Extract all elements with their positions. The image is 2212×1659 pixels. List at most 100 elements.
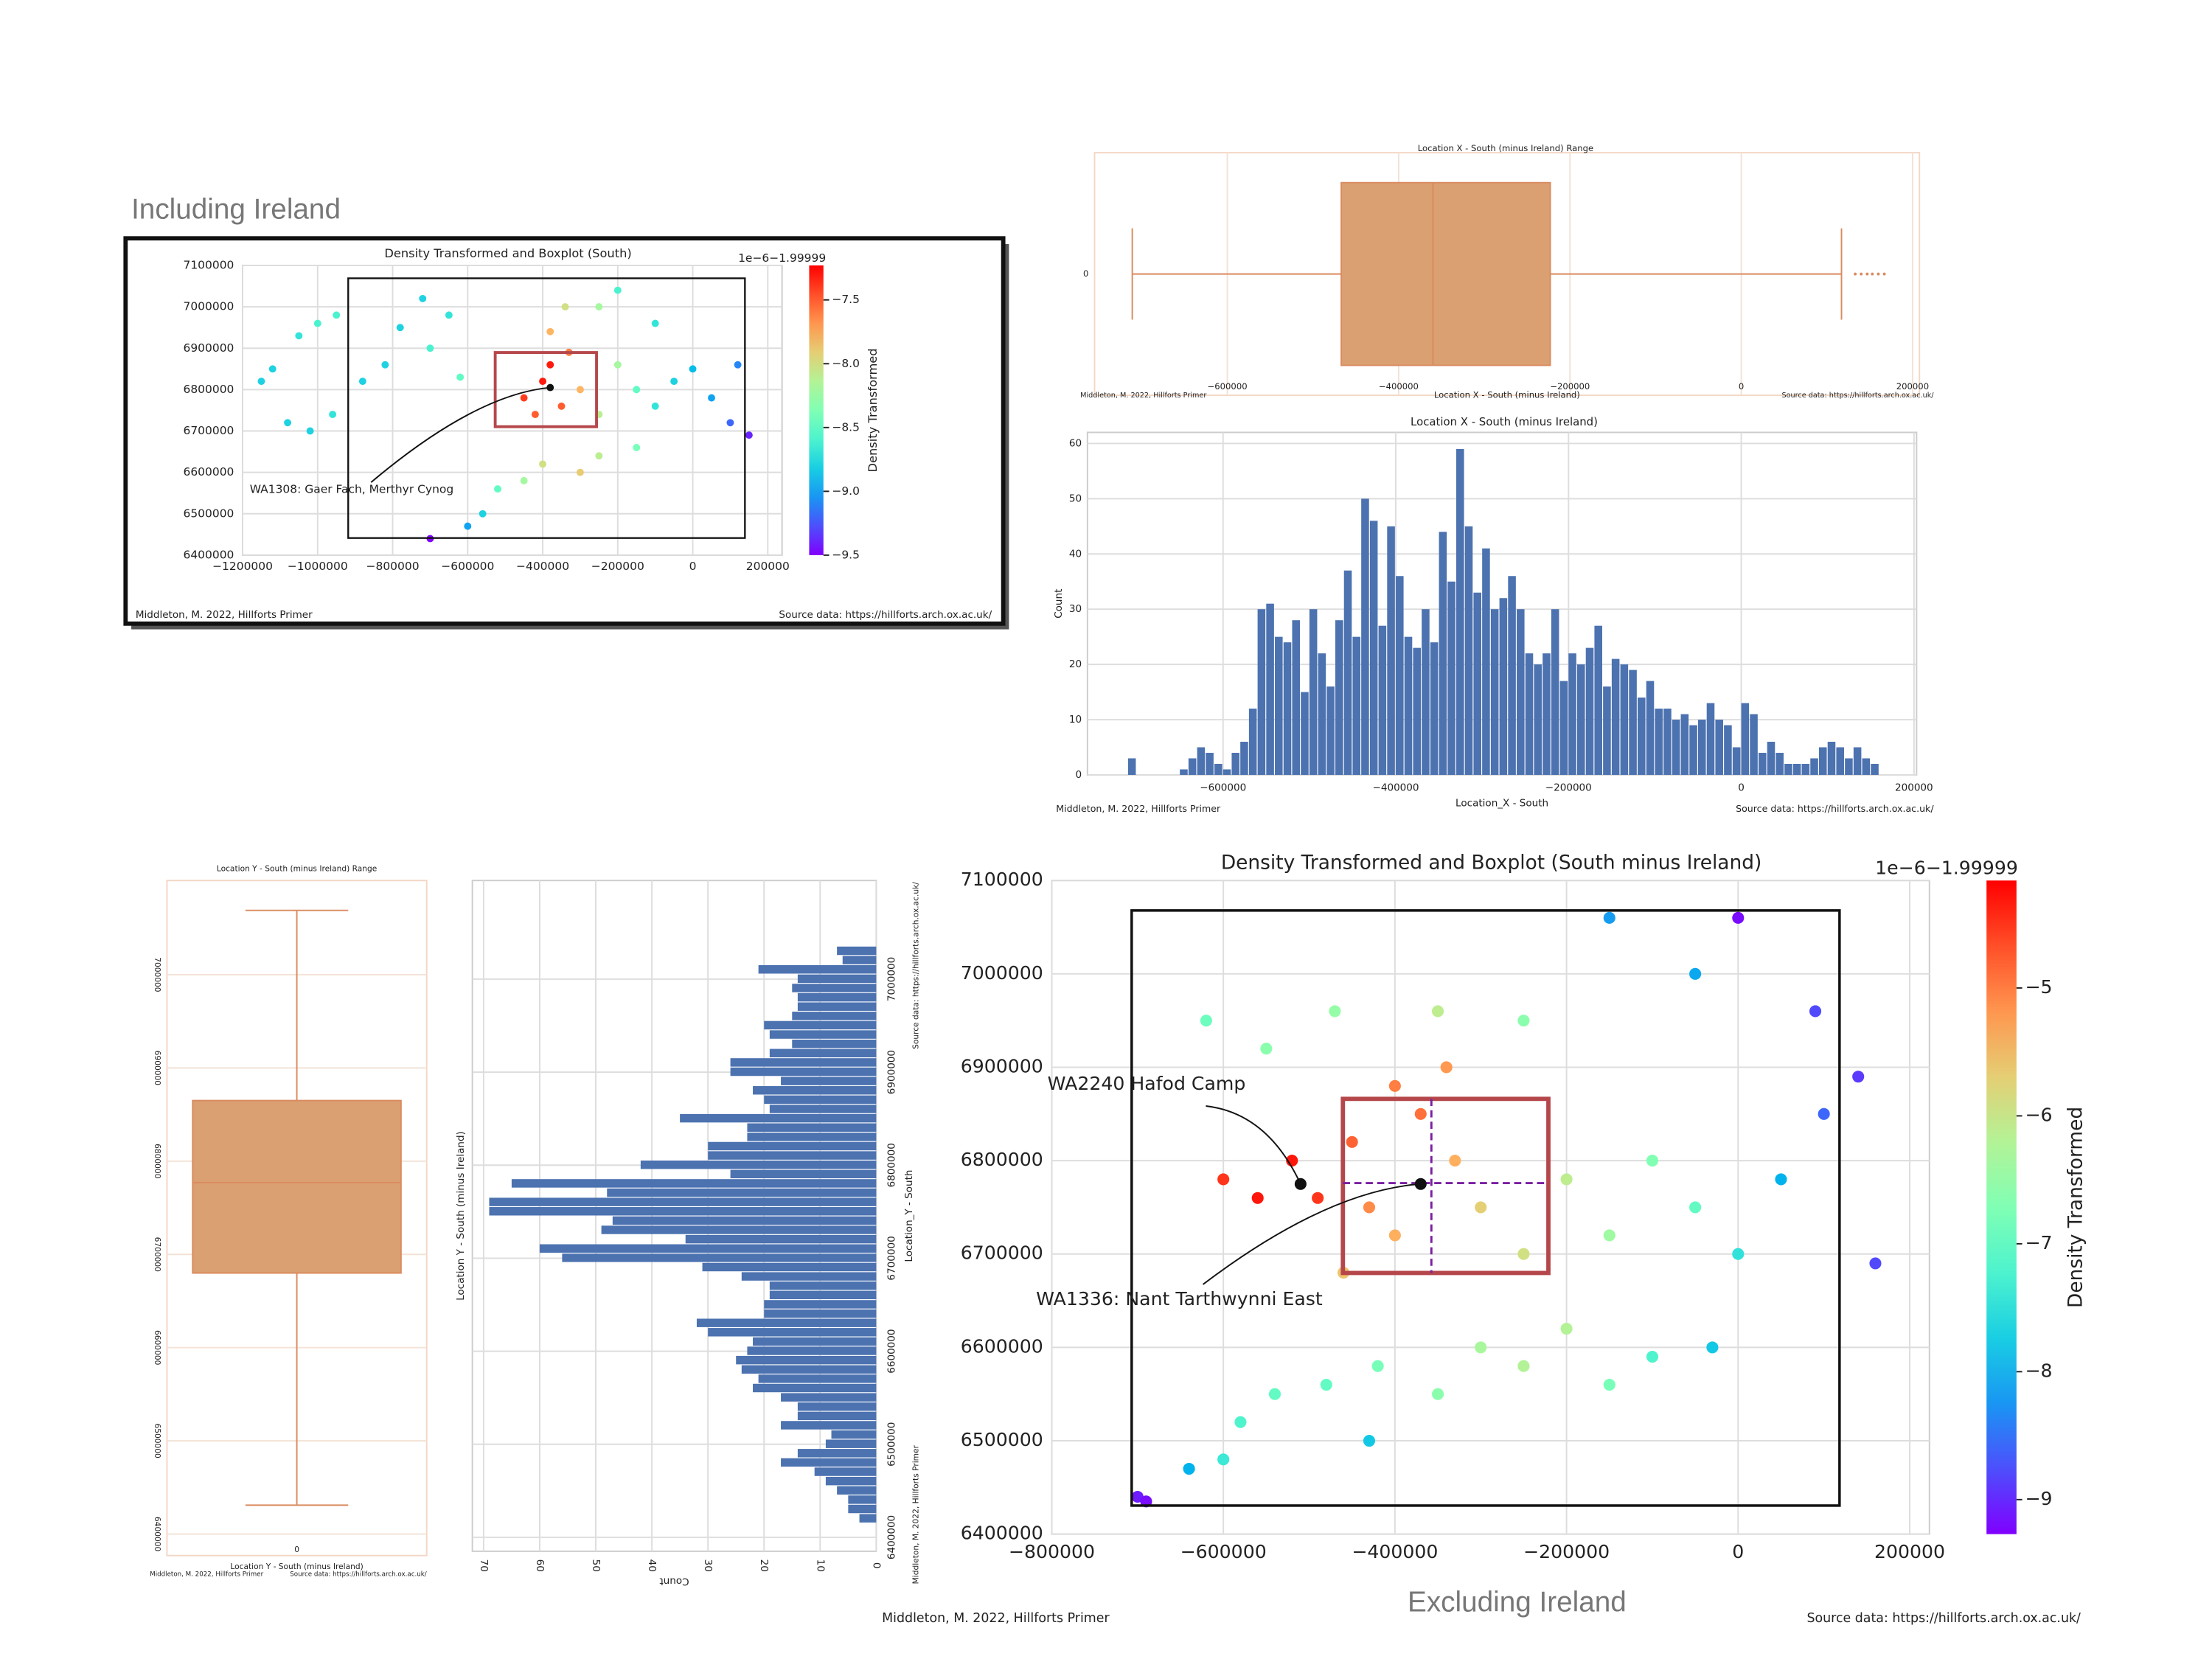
site-point — [426, 344, 434, 352]
bar — [842, 956, 877, 964]
site-point — [381, 361, 389, 369]
x-axis-label: Location Y - South (minus Ireland) — [230, 1562, 363, 1571]
bar — [1396, 576, 1404, 775]
bar — [741, 1365, 877, 1374]
bar — [1240, 742, 1248, 775]
y-tick-label: 6500000 — [184, 507, 234, 520]
site-point — [419, 294, 427, 302]
site-point — [1312, 1192, 1324, 1204]
site-point — [546, 361, 554, 369]
credit: Middleton, M. 2022, Hillforts Primer — [911, 1444, 921, 1584]
bar — [708, 1328, 877, 1337]
boxplot-outline — [1130, 909, 1841, 1507]
site-point — [1183, 1462, 1195, 1475]
bar — [612, 1216, 877, 1225]
bar — [730, 1067, 877, 1077]
bar — [562, 1253, 877, 1262]
x-tick-label: −600000 — [441, 560, 494, 573]
colorbar-tick-label: −8 — [2025, 1360, 2052, 1381]
x-tick-label: 0 — [1739, 381, 1744, 392]
flier — [1871, 272, 1874, 276]
bar — [781, 1077, 877, 1085]
site-point — [595, 303, 603, 311]
colorbar-tick-label: −6 — [2025, 1104, 2052, 1125]
bar — [1361, 498, 1369, 775]
chart-title: Location X - South (minus Ireland) Range — [1418, 143, 1593, 153]
bar — [848, 1504, 877, 1514]
bar — [747, 1123, 877, 1132]
bar — [1508, 576, 1516, 775]
y-tick-label: 6600000 — [961, 1335, 1043, 1357]
bar — [764, 1300, 877, 1309]
site-point — [1560, 1322, 1573, 1335]
bar — [781, 1458, 877, 1467]
site-point — [1260, 1043, 1273, 1055]
site-point — [595, 452, 603, 460]
colorbar-tick-label: −9.5 — [832, 548, 860, 561]
site-point — [1706, 1341, 1719, 1354]
bar — [730, 1058, 877, 1067]
site-point — [445, 311, 453, 319]
bar — [640, 1160, 877, 1169]
bar — [1663, 709, 1672, 775]
y-tick-label: 6600000 — [184, 465, 234, 479]
bar — [736, 1355, 877, 1365]
site-point — [1732, 1248, 1745, 1260]
x-tick-label: −600000 — [1180, 1541, 1267, 1562]
site-point — [464, 522, 472, 530]
box — [1340, 181, 1551, 366]
site-point — [1363, 1201, 1376, 1214]
site-point — [1646, 1155, 1658, 1167]
bar — [825, 1476, 877, 1486]
site-point — [1268, 1388, 1281, 1400]
bar — [1326, 686, 1335, 775]
annotation-arrow — [1203, 1183, 1421, 1285]
site-point — [456, 373, 465, 381]
site-point — [1440, 1061, 1453, 1074]
site-point — [1517, 1015, 1530, 1027]
site-point — [268, 365, 276, 373]
bar — [1248, 709, 1257, 775]
chart-title: Location Y - South (minus Ireland) — [455, 1131, 467, 1301]
y-tick-label: 6700000 — [886, 1236, 898, 1280]
flier — [1860, 272, 1863, 276]
x-tick-label: 200000 — [1896, 381, 1929, 392]
box — [192, 1099, 402, 1274]
site-point — [557, 402, 566, 410]
bar — [837, 1486, 877, 1495]
bar — [825, 1439, 877, 1448]
bar — [702, 1262, 877, 1272]
bar — [1197, 747, 1206, 775]
y-tick-label: 6900000 — [184, 341, 234, 355]
bar — [1715, 720, 1723, 775]
y-tick-label: 6500000 — [886, 1422, 898, 1467]
bar — [1490, 609, 1499, 775]
y-tick-label: 6600000 — [153, 1330, 162, 1366]
site-point — [726, 419, 734, 427]
site-point — [651, 402, 659, 410]
site-point — [1432, 1388, 1444, 1400]
site-point — [1869, 1257, 1882, 1270]
y-tick-label: 6900000 — [961, 1055, 1043, 1077]
bar — [859, 1514, 877, 1523]
bar — [1551, 609, 1559, 775]
bar — [764, 1095, 877, 1105]
colorbar-label: Density Transformed — [2065, 1107, 2087, 1308]
bar — [769, 1030, 877, 1039]
y-tick-label: 6400000 — [184, 548, 234, 561]
y-tick-label: 7000000 — [153, 957, 162, 992]
y-tick-label: 50 — [1069, 493, 1082, 504]
x-tick-label: −400000 — [1379, 381, 1419, 392]
bar — [489, 1197, 877, 1206]
bar — [1292, 620, 1301, 775]
annotation: WA2240 Hafod Camp — [1048, 1073, 1246, 1094]
site-point — [306, 427, 314, 435]
heading: Excluding Ireland — [1408, 1587, 1627, 1618]
bar — [730, 1169, 877, 1179]
y-tick-label: 7000000 — [184, 300, 234, 313]
bar — [1594, 625, 1602, 775]
flier — [1854, 272, 1857, 276]
site-point — [333, 311, 341, 319]
bar — [1439, 532, 1447, 775]
y-tick-label: 60 — [1069, 437, 1082, 449]
